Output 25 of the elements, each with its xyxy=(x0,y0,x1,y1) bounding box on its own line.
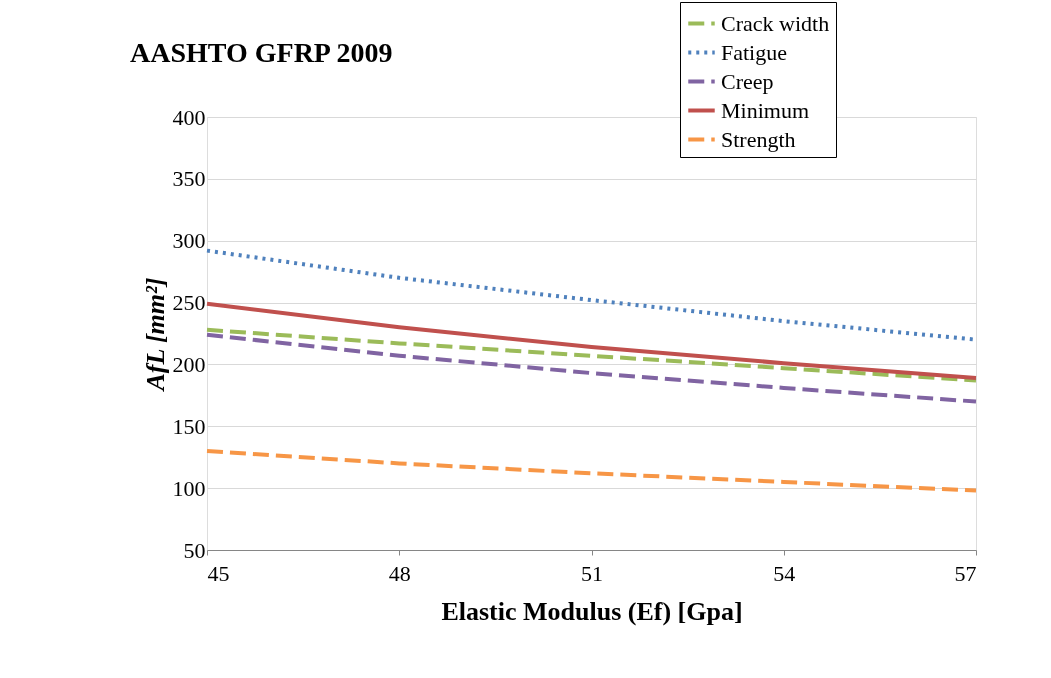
x-tick-label: 57 xyxy=(954,560,977,586)
y-tick-label: 400 xyxy=(172,104,206,130)
chart-title: AASHTO GFRP 2009 xyxy=(130,37,393,68)
line-series xyxy=(205,332,978,404)
y-axis-title: AfL [mm²] xyxy=(140,277,170,393)
x-tick-label: 48 xyxy=(388,560,411,586)
y-tick-label: 100 xyxy=(172,475,206,501)
y-tick-label: 350 xyxy=(172,166,206,192)
legend-label: Strength xyxy=(721,126,796,152)
line-series xyxy=(205,301,978,381)
y-tick-label: 300 xyxy=(172,228,206,254)
x-axis-title: Elastic Modulus (Ef) [Gpa] xyxy=(441,596,743,626)
legend-label: Creep xyxy=(721,68,774,94)
y-tick-label: 250 xyxy=(172,290,206,316)
legend-label: Fatigue xyxy=(721,39,787,65)
x-tick-label: 51 xyxy=(581,560,603,586)
x-tick-label: 54 xyxy=(773,560,796,586)
x-tick-label: 45 xyxy=(207,560,230,586)
y-tick-label: 150 xyxy=(172,413,206,439)
line-series xyxy=(205,449,978,493)
y-tick-label: 200 xyxy=(172,351,206,377)
legend-label: Minimum xyxy=(721,97,810,123)
y-tick-label: 50 xyxy=(183,537,206,563)
line-series xyxy=(205,327,978,383)
legend-label: Crack width xyxy=(721,10,830,36)
